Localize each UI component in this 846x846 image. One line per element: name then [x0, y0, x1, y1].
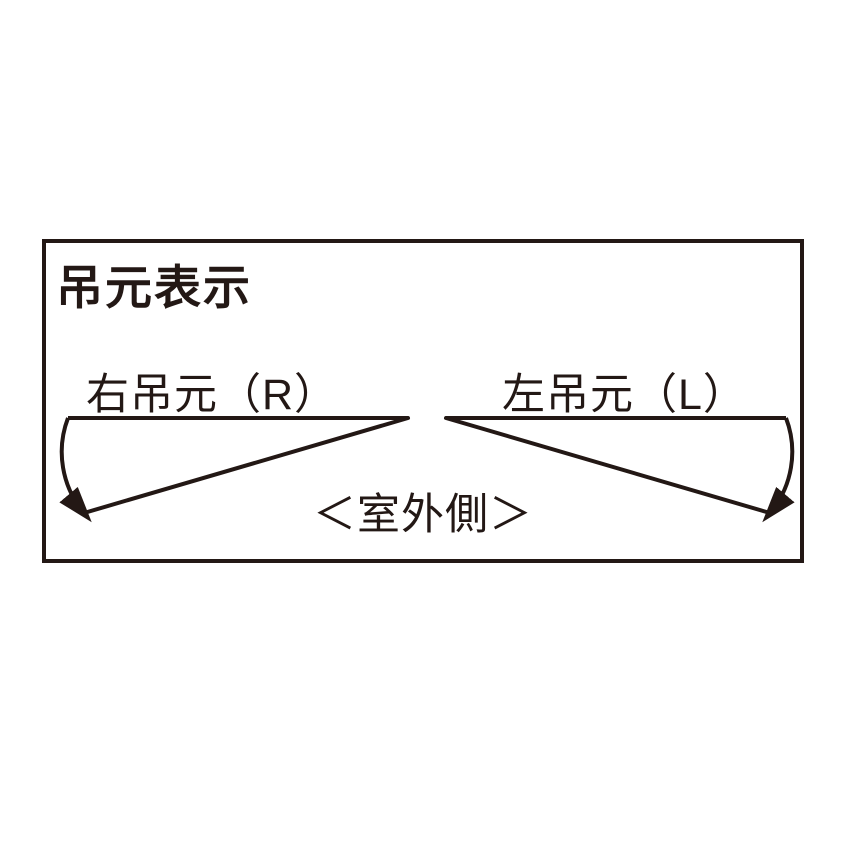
outside-label: ＜室外側＞	[46, 480, 800, 542]
diagram-frame: 吊元表示 右吊元（R） 左吊元（L） ＜室外側＞	[42, 239, 804, 563]
left-hinge-label: 左吊元（L）	[502, 360, 747, 422]
right-hinge-label: 右吊元（R）	[86, 360, 338, 422]
diagram-title: 吊元表示	[56, 249, 252, 318]
